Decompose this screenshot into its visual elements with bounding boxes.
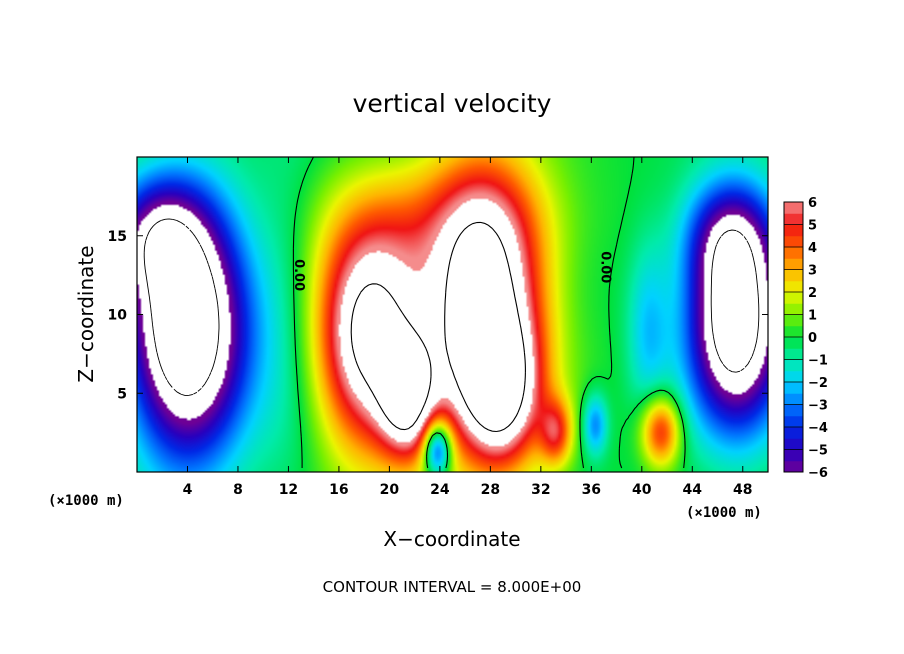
colorbar: 6 5 4 3 2 1 0 −1 −2 −3 −4 −5 −6 [783,196,828,481]
colorbar-swatch [784,382,803,394]
colorbar-swatch [784,460,803,473]
colorbar-tick-label: 3 [808,264,817,279]
colorbar-tick-label: −4 [808,421,828,436]
x-tick-label: 12 [279,482,298,498]
colorbar-swatch [784,438,803,450]
colorbar-swatch [784,337,803,349]
contour-interval-note: CONTOUR INTERVAL = 8.000E+00 [323,578,582,596]
colorbar-tick-label: −3 [808,399,828,414]
colorbar-swatch [784,247,803,259]
x-tick-label: 24 [430,482,450,498]
colorbar-swatch [784,449,803,462]
colorbar-swatch [784,213,803,225]
colorbar-tick-label: 4 [808,241,817,256]
colorbar-tick-label: 2 [808,286,817,301]
x-tick-label: 40 [632,482,652,498]
x-tick-label: 44 [683,482,703,498]
y-axis-ticks: 5 10 15 [108,229,768,402]
contour-label: 0.00 [291,259,306,291]
colorbar-tick-label: −1 [808,354,828,369]
x-unit-label-right: (×1000 m) [686,505,762,521]
colorbar-swatch [784,258,803,270]
y-axis-label: Z−coordinate [74,245,98,382]
velocity-field-heatmap [137,157,768,472]
colorbar-swatch [784,415,803,428]
y-tick-label: 10 [108,308,128,324]
x-tick-label: 28 [481,482,500,498]
colorbar-swatch [784,235,803,248]
chart-title: vertical velocity [353,89,552,118]
x-tick-label: 16 [329,482,348,498]
x-axis-ticks: 4 8 12 16 20 24 28 32 36 40 44 48 [183,157,753,498]
colorbar-swatch [784,370,803,383]
x-unit-label-left: (×1000 m) [48,493,124,509]
colorbar-swatch [784,303,803,315]
contour-label: 0.00 [597,251,612,283]
y-tick-label: 15 [108,229,127,245]
x-tick-label: 4 [183,482,193,498]
colorbar-swatch [784,314,803,327]
colorbar-tick-label: −5 [808,444,828,459]
colorbar-swatch [784,280,803,293]
colorbar-swatch [784,224,803,237]
y-tick-label: 5 [117,386,127,402]
colorbar-swatch [784,359,803,372]
colorbar-tick-label: −2 [808,376,828,391]
x-tick-label: 32 [531,482,550,498]
contour-labels: 0.00 0.00 [291,251,613,291]
contour-line [292,157,686,469]
colorbar-swatch [784,393,803,405]
colorbar-swatch [784,427,803,439]
colorbar-swatch [784,269,803,282]
contour-lines [143,157,760,469]
colorbar-tick-label: 0 [808,331,817,346]
x-tick-label: 20 [380,482,400,498]
colorbar-tick-label: −6 [808,466,828,481]
colorbar-tick-label: 5 [808,219,817,234]
x-axis-label: X−coordinate [383,527,520,551]
colorbar-swatch [784,325,803,338]
colorbar-swatch [784,202,803,214]
contour-line [350,221,526,433]
colorbar-swatch [784,348,803,360]
colorbar-swatch [784,404,803,417]
x-tick-label: 48 [733,482,752,498]
x-tick-label: 36 [582,482,601,498]
colorbar-tick-label: 1 [808,309,817,324]
colorbar-tick-label: 6 [808,196,817,211]
x-tick-label: 8 [233,482,243,498]
colorbar-swatch [784,292,803,304]
negative-contour-line [143,218,760,396]
